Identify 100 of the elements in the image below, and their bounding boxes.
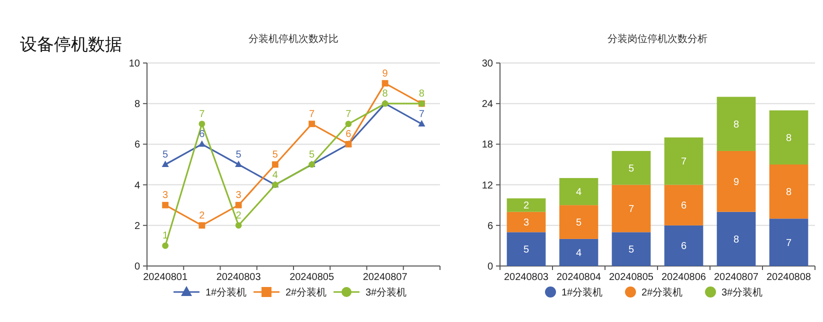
point xyxy=(198,222,206,229)
x-tick-label: 20240805 xyxy=(609,272,654,283)
bar xyxy=(612,150,651,185)
y-tick-label: 0 xyxy=(487,262,494,272)
x-tick-label: 20240801 xyxy=(143,272,188,283)
bar xyxy=(769,218,808,266)
data-label: 6 xyxy=(680,241,687,252)
point xyxy=(162,202,169,208)
data-label: 7 xyxy=(309,108,316,120)
data-label: 6 xyxy=(680,200,687,212)
data-label: 5 xyxy=(236,150,242,160)
point xyxy=(308,120,316,128)
legend-label: 2#分装机 xyxy=(642,286,683,298)
data-label: 2 xyxy=(236,210,242,222)
bar xyxy=(506,212,546,232)
x-tick-label: 20240803 xyxy=(216,272,262,283)
bar xyxy=(664,225,704,266)
point xyxy=(235,202,242,208)
bar xyxy=(769,164,808,219)
data-label: 9 xyxy=(733,176,740,188)
legend-label: 1#分装机 xyxy=(206,286,247,298)
data-label: 2 xyxy=(523,200,530,212)
data-label: 7 xyxy=(346,108,352,120)
bar xyxy=(716,212,756,266)
point xyxy=(272,161,278,168)
bar xyxy=(612,184,651,232)
data-label: 8 xyxy=(733,119,740,130)
data-label: 5 xyxy=(162,150,169,160)
point xyxy=(235,222,242,229)
x-tick-label: 20240803 xyxy=(504,272,549,283)
text: 设备停机数据 xyxy=(20,35,122,54)
chart-title: 分装机停机次数对比 xyxy=(248,33,338,45)
bar xyxy=(664,137,704,185)
data-label: 3 xyxy=(162,190,169,202)
y-tick-label: 12 xyxy=(482,180,494,192)
bar xyxy=(612,232,651,266)
data-label: 7 xyxy=(680,156,687,168)
y-tick-label: 18 xyxy=(482,140,494,151)
y-tick-label: 8 xyxy=(134,99,140,110)
point xyxy=(345,120,352,128)
data-label: 3 xyxy=(523,218,530,229)
data-label: 7 xyxy=(628,204,634,215)
data-label: 5 xyxy=(272,150,278,160)
bar xyxy=(716,150,756,212)
bar xyxy=(506,232,546,266)
y-tick-label: 0 xyxy=(134,262,140,272)
y-tick-label: 2 xyxy=(134,220,140,232)
bar xyxy=(559,205,598,239)
point xyxy=(382,80,388,86)
y-tick-label: 30 xyxy=(482,58,494,70)
point xyxy=(162,242,169,249)
data-label: 8 xyxy=(418,88,425,100)
bar xyxy=(559,238,598,266)
y-tick-label: 6 xyxy=(134,140,140,151)
x-tick-label: 20240807 xyxy=(714,272,759,283)
bar xyxy=(506,198,546,212)
bar xyxy=(664,184,704,226)
data-label: 7 xyxy=(786,238,792,249)
x-tick-label: 20240808 xyxy=(766,272,812,283)
y-tick-label: 10 xyxy=(128,58,140,70)
data-label: 4 xyxy=(576,187,582,198)
legend-label: 1#分装机 xyxy=(562,286,603,298)
data-label: 3 xyxy=(236,190,242,202)
bar xyxy=(716,96,756,151)
data-label: 7 xyxy=(418,108,425,120)
data-label: 8 xyxy=(786,187,792,198)
data-label: 4 xyxy=(272,170,278,181)
x-tick-label: 20240807 xyxy=(362,272,408,283)
point xyxy=(198,140,206,147)
data-label: 5 xyxy=(628,163,634,174)
y-tick-label: 6 xyxy=(487,220,494,232)
legend-label: 3#分装机 xyxy=(366,286,407,298)
point xyxy=(198,120,206,128)
data-label: 8 xyxy=(382,88,388,100)
legend-label: 2#分装机 xyxy=(286,286,327,298)
data-label: 5 xyxy=(628,244,634,256)
data-label: 6 xyxy=(346,129,352,140)
x-tick-label: 20240805 xyxy=(290,272,334,283)
data-label: 5 xyxy=(576,218,582,229)
y-tick-label: 24 xyxy=(482,99,494,110)
data-label: 9 xyxy=(382,68,388,80)
point xyxy=(162,160,169,168)
legend-label: 3#分装机 xyxy=(722,286,763,298)
data-label: 4 xyxy=(576,248,582,259)
point xyxy=(418,120,426,126)
data-label: 8 xyxy=(733,234,740,246)
x-tick-label: 20240804 xyxy=(556,272,602,283)
y-tick-label: 4 xyxy=(134,180,140,192)
data-label: 1 xyxy=(162,230,169,242)
chart-title: 分装岗位停机次数分析 xyxy=(608,33,708,45)
bar xyxy=(769,110,808,164)
data-label: 8 xyxy=(786,132,792,144)
data-label: 6 xyxy=(199,129,206,140)
data-label: 5 xyxy=(309,150,316,160)
data-label: 7 xyxy=(199,108,206,120)
x-tick-label: 20240806 xyxy=(662,272,706,283)
bar xyxy=(559,178,598,206)
point xyxy=(235,160,242,168)
data-label: 5 xyxy=(523,244,530,256)
data-label: 2 xyxy=(199,210,206,222)
